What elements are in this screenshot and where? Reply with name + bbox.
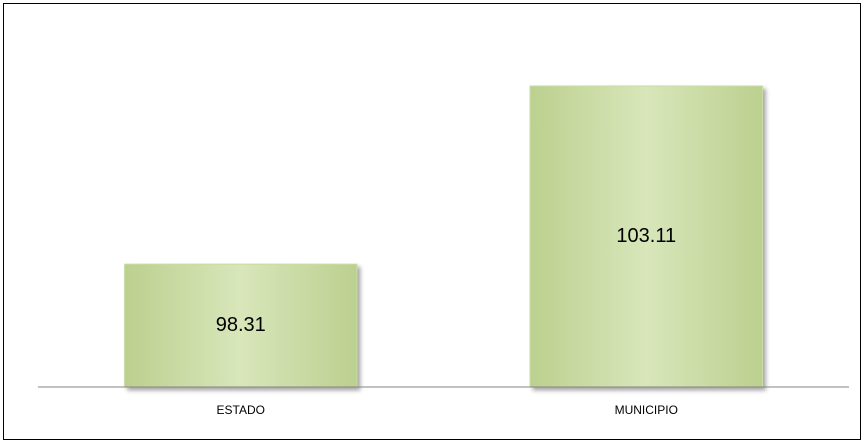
value-label: 103.11 <box>616 225 676 247</box>
x-tick-label: ESTADO <box>217 403 265 417</box>
bar <box>529 85 763 388</box>
x-tick-label: MUNICIPIO <box>615 403 678 417</box>
value-label: 98.31 <box>216 314 266 336</box>
bar <box>124 263 358 388</box>
